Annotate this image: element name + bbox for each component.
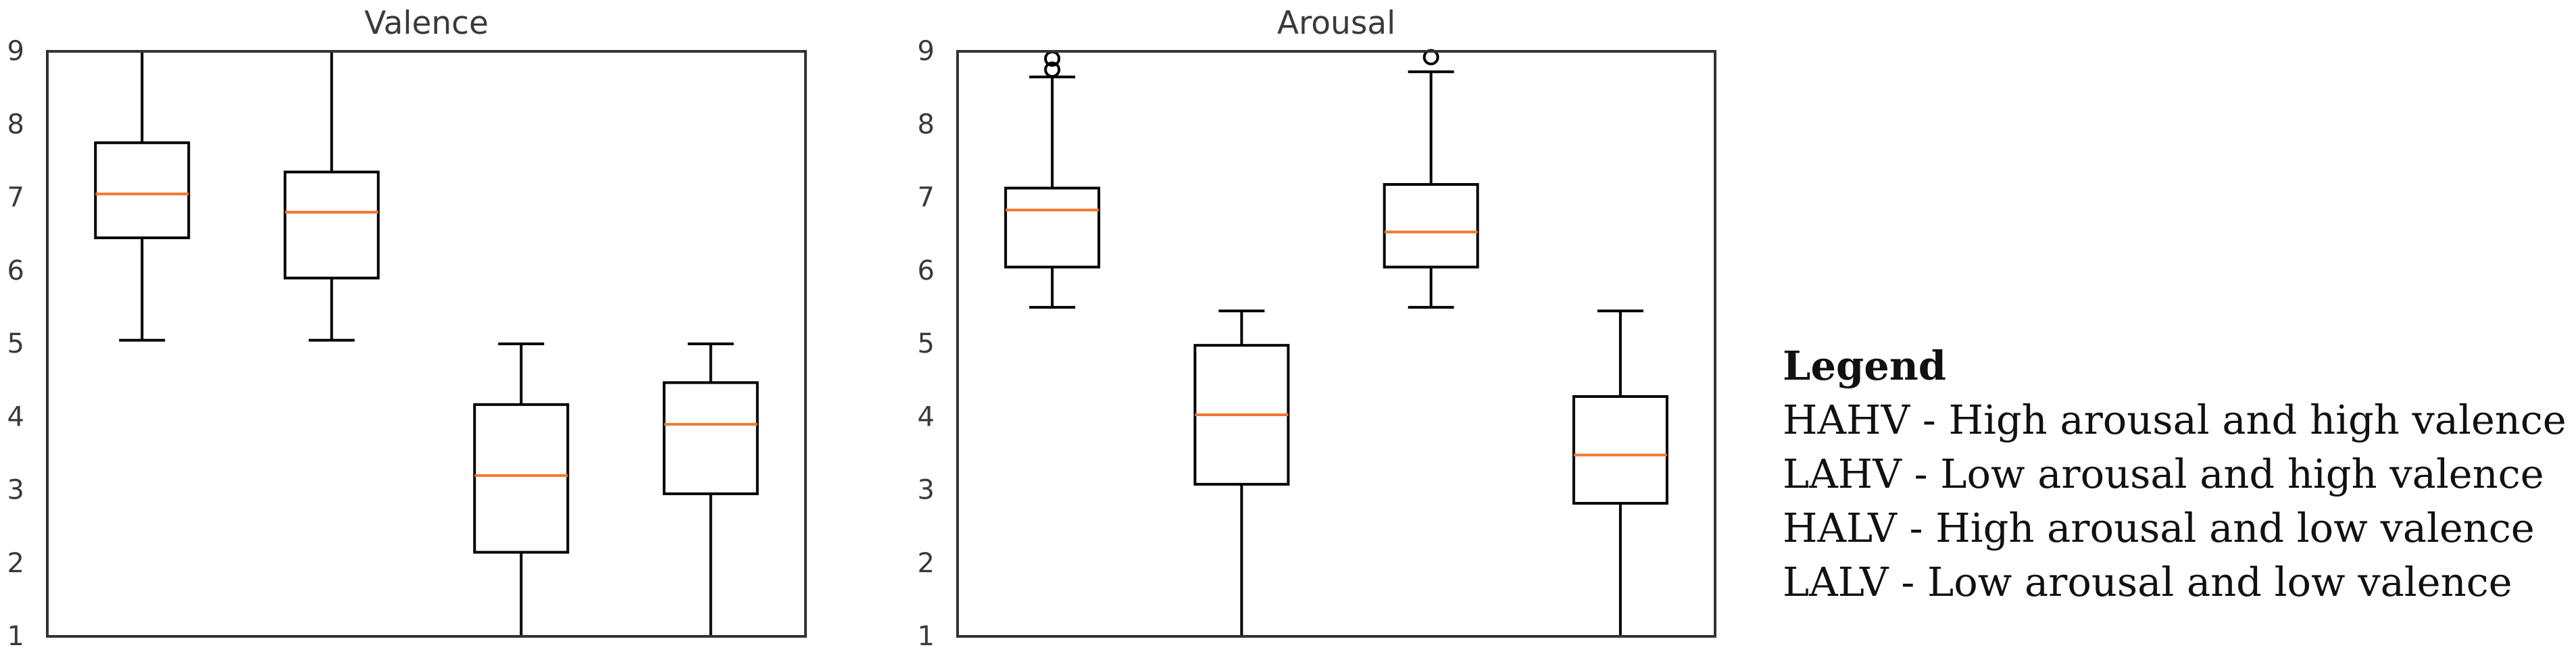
iqr-box: [94, 141, 191, 240]
y-tick-label: 5: [918, 328, 935, 359]
y-tick-label: 7: [7, 182, 24, 213]
valence-chart: Valence 1 2 3 4 5 6 7 8 9 HAHV LAHV HALV LALV: [7, 5, 807, 658]
legend-item-lahv: LAHV - Low arousal and high valence: [1783, 451, 2544, 497]
iqr-box: [662, 381, 759, 495]
y-tick-label: 3: [918, 475, 935, 506]
y-tick-label: 9: [918, 36, 935, 67]
legend-item-lalv: LALV - Low arousal and low valence: [1783, 559, 2512, 605]
iqr-box: [1004, 186, 1101, 269]
x-tick-label: HAHV: [1014, 656, 1092, 658]
x-tick-label: LAHV: [295, 656, 369, 658]
y-tick-label: 5: [7, 328, 24, 359]
y-tick-label: 8: [7, 109, 24, 140]
iqr-box: [1383, 183, 1479, 269]
y-tick-label: 1: [7, 621, 24, 652]
arousal-chart: Arousal 1 2 3 4 5 6 7 8 9 HAHV LAHV HALV LALV: [918, 5, 1716, 658]
legend: Legend HAHV - High arousal and high vale…: [1783, 346, 2567, 616]
legend-item-halv: HALV - High arousal and low valence: [1783, 505, 2535, 551]
plot-frame: [46, 50, 807, 638]
y-tick-label: 3: [7, 475, 24, 506]
x-tick-label: LAHV: [1205, 656, 1279, 658]
boxplot-lalv: [1572, 309, 1668, 638]
y-tick-label: 4: [918, 401, 935, 432]
x-tick-label: LALV: [678, 656, 743, 658]
y-tick-label: 7: [918, 182, 935, 213]
outlier-point: [1044, 61, 1061, 78]
x-tick-label: HALV: [1396, 656, 1466, 658]
y-tick-label: 4: [7, 401, 24, 432]
boxplot-lahv: [1193, 309, 1290, 638]
x-tick-label: HALV: [487, 656, 556, 658]
y-tick-label: 6: [918, 255, 935, 286]
boxplot-lalv: [662, 343, 759, 638]
boxplot-halv: [1383, 49, 1479, 309]
x-tick-label: LALV: [1588, 656, 1653, 658]
boxplot-halv: [473, 343, 570, 638]
x-tick-label: HAHV: [103, 656, 182, 658]
y-tick-label: 9: [7, 36, 24, 67]
y-tick-label: 2: [7, 548, 24, 579]
iqr-box: [283, 170, 380, 280]
plot-frame: [956, 50, 1716, 638]
y-tick-label: 1: [918, 621, 935, 652]
boxplot-lahv: [283, 50, 380, 342]
iqr-box: [1572, 395, 1668, 505]
iqr-box: [473, 403, 570, 554]
chart-title: Valence: [364, 5, 489, 42]
legend-item-hahv: HAHV - High arousal and high valence: [1783, 397, 2567, 443]
boxplot-hahv: [94, 50, 191, 342]
y-tick-label: 8: [918, 109, 935, 140]
legend-title: Legend: [1783, 343, 1946, 389]
y-tick-label: 6: [7, 255, 24, 286]
y-tick-label: 2: [918, 548, 935, 579]
boxplot-hahv: [1004, 50, 1101, 309]
chart-title: Arousal: [1277, 5, 1395, 42]
